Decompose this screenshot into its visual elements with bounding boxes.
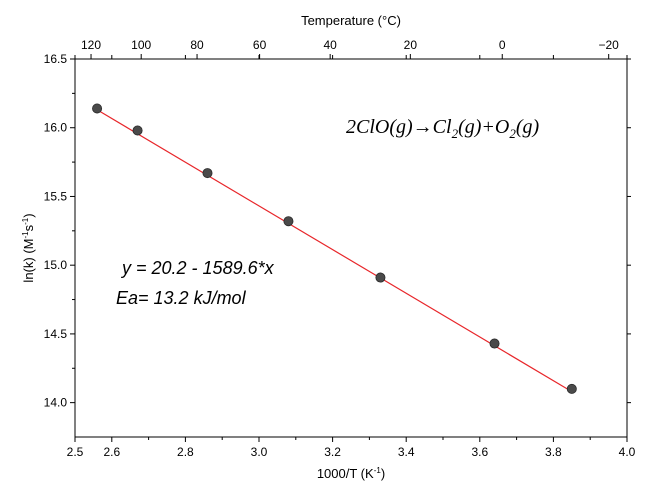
marker-layer: [92, 103, 577, 394]
y-tick-label: 16.0: [44, 121, 68, 135]
y-tick-label: 14.0: [44, 396, 68, 410]
y-tick-label: 15.0: [44, 258, 68, 272]
x-tick-label: 3.2: [324, 445, 341, 459]
data-point: [92, 103, 103, 114]
top-tick-label: 60: [253, 38, 267, 52]
top-axis-title: Temperature (°C): [301, 13, 401, 28]
data-point: [283, 216, 294, 227]
data-point: [132, 125, 143, 136]
data-point: [375, 272, 386, 283]
plot-frame: [74, 58, 628, 438]
data-point: [566, 383, 577, 394]
top-tick-label: 100: [131, 38, 151, 52]
axis-ticks: 2.5 2.6 2.8 3.0 3.2 3.4 3.6 3.8 4.0 14.0 14.5 15.0 1…: [44, 38, 636, 459]
data-point: [202, 168, 213, 179]
x-tick-label: 3.8: [545, 445, 562, 459]
reaction-equation: 2ClO(g)→Cl2(g)+O2(g): [346, 116, 539, 141]
y-tick-label: 15.5: [44, 189, 68, 203]
y-tick-label: 14.5: [44, 327, 68, 341]
fit-layer: [96, 109, 573, 393]
x-tick-label: 2.5: [67, 445, 84, 459]
fit-equation: y = 20.2 - 1589.6*x: [120, 258, 275, 278]
top-tick-label: 40: [323, 38, 337, 52]
fit-line: [96, 109, 573, 393]
x-tick-label: 2.8: [177, 445, 194, 459]
x-axis-title: 1000/T (K-1): [317, 466, 385, 481]
x-tick-label: 3.0: [251, 445, 268, 459]
top-tick-label: 120: [81, 38, 101, 52]
x-tick-label: 4.0: [619, 445, 636, 459]
y-axis-title: ln(k) (M-1s-1): [21, 213, 36, 282]
top-tick-label: 80: [190, 38, 204, 52]
top-tick-label: 20: [404, 38, 418, 52]
x-tick-label: 3.4: [398, 445, 415, 459]
activation-energy: Ea= 13.2 kJ/mol: [116, 288, 247, 308]
top-tick-label: −20: [599, 38, 620, 52]
x-tick-label: 2.6: [103, 445, 120, 459]
x-tick-label: 3.6: [471, 445, 488, 459]
top-tick-label: 0: [499, 38, 506, 52]
y-tick-label: 16.5: [44, 52, 68, 66]
data-point: [489, 338, 500, 349]
